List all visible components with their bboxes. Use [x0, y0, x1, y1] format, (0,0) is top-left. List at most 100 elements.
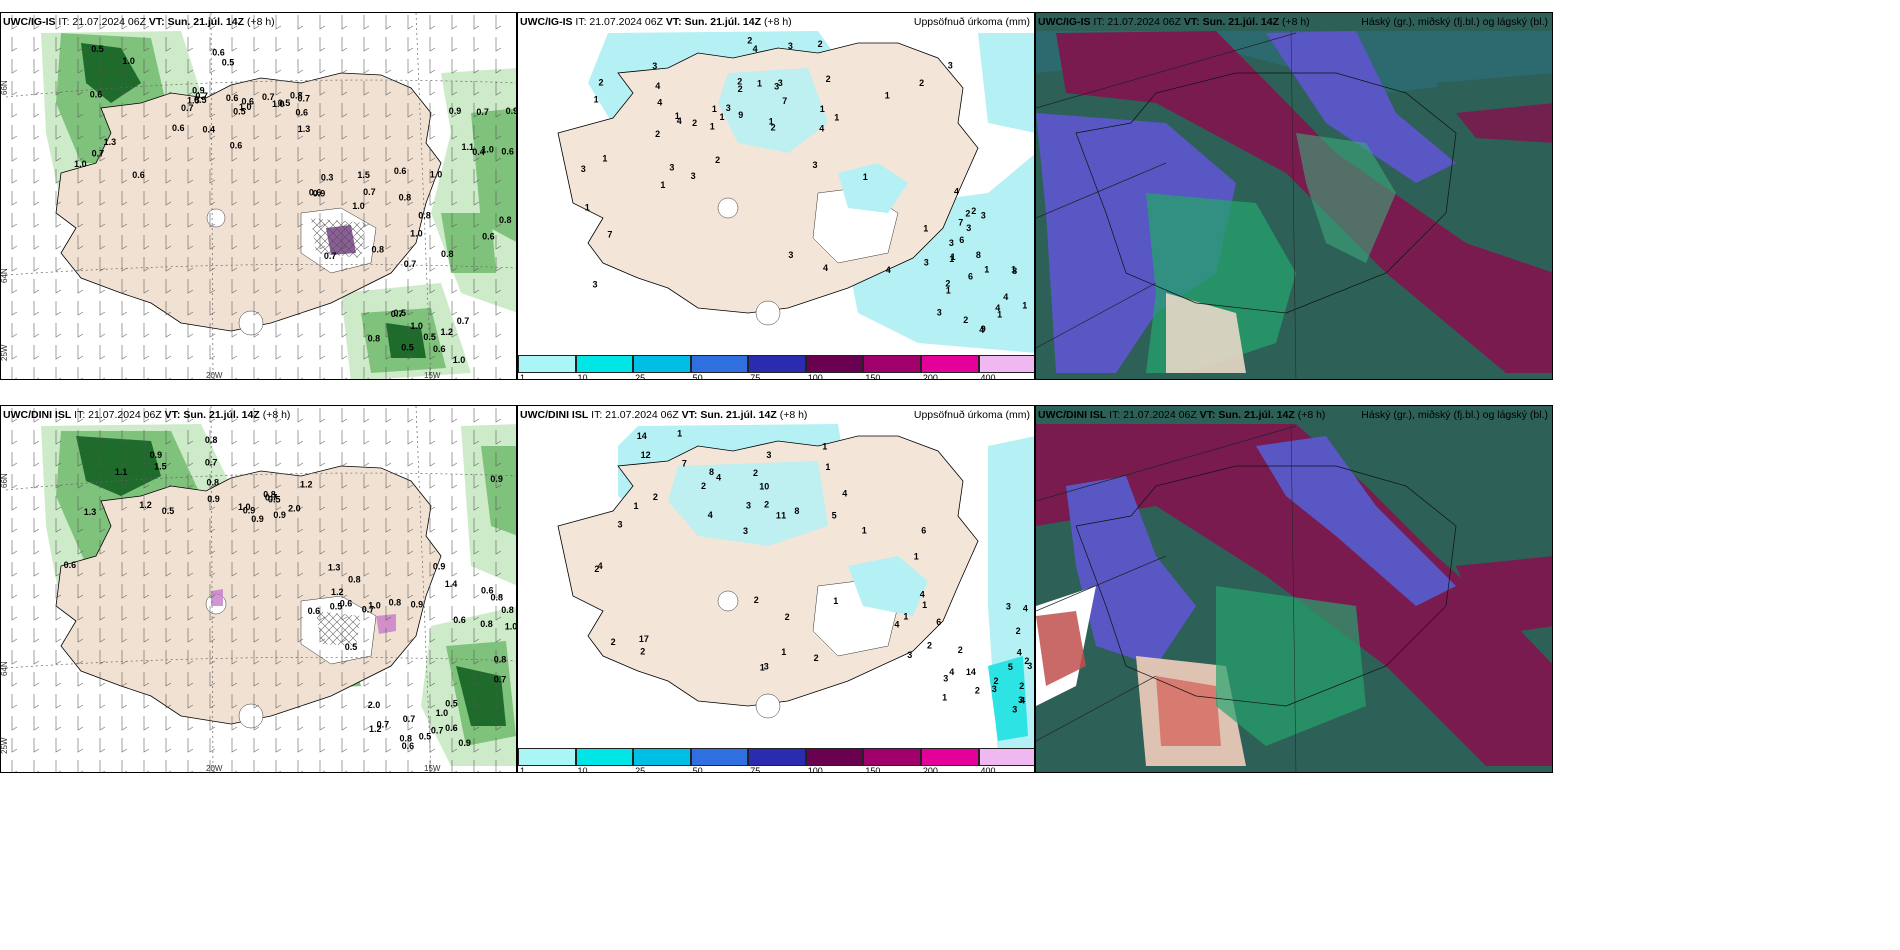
value-label: 0.6	[308, 606, 321, 616]
value-label: 0.6	[394, 166, 407, 176]
value-label: 1	[757, 79, 762, 89]
value-label: 8	[1012, 266, 1017, 276]
value-label: 1.1	[115, 467, 128, 477]
value-label: 1	[602, 154, 607, 164]
value-label: 0.7	[298, 93, 311, 103]
value-label: 1	[942, 692, 947, 702]
value-label: 1	[984, 265, 989, 275]
svg-text:20W: 20W	[206, 371, 223, 380]
value-label: 3	[691, 171, 696, 181]
value-label: 1	[949, 254, 954, 264]
value-label: 0.7	[195, 91, 208, 101]
cloud-title: Háský (gr.), miðský (fj.bl.) og lágský (…	[1361, 409, 1548, 421]
value-label: 4	[894, 619, 899, 629]
value-label: 0.8	[290, 91, 303, 101]
value-label: 3	[652, 61, 657, 71]
value-label: 0.5	[401, 342, 414, 352]
value-label: 1	[769, 117, 774, 127]
value-label: 2	[965, 208, 970, 218]
value-label: 6	[968, 272, 973, 282]
colorbar-swatch	[748, 748, 806, 766]
value-label: 3	[1027, 661, 1032, 671]
colorbar-swatch	[575, 355, 634, 373]
value-label: 3	[593, 280, 598, 290]
value-label: 17	[639, 634, 649, 644]
value-label: 4	[886, 265, 891, 275]
value-label: 4	[657, 97, 662, 107]
value-label: 0.4	[203, 125, 216, 135]
value-label: 2	[818, 39, 823, 49]
precip-panel-ig-is: UWC/IG-IS IT: 21.07.2024 06Z VT: Sun. 21…	[517, 12, 1035, 380]
svg-text:25W: 25W	[1, 344, 9, 361]
value-label: 8	[794, 506, 799, 516]
svg-text:15W: 15W	[424, 371, 441, 380]
svg-text:66N: 66N	[1, 80, 9, 95]
value-label: 4	[949, 667, 954, 677]
value-label: 1	[1011, 264, 1016, 274]
value-label: 1.3	[328, 563, 341, 573]
value-label: 1.0	[368, 600, 381, 610]
value-label: 2	[971, 206, 976, 216]
colorbar-swatch	[748, 355, 806, 373]
value-label: 3	[992, 684, 997, 694]
value-label: 2	[611, 637, 616, 647]
precip-title: Uppsöfnuð úrkoma (mm)	[913, 16, 1030, 28]
value-label: 2	[945, 278, 950, 288]
value-label: 2	[692, 118, 697, 128]
value-label: 3	[907, 650, 912, 660]
value-label: 4	[920, 590, 925, 600]
value-label: 3	[788, 250, 793, 260]
value-label: 0.8	[400, 733, 413, 743]
value-label: 14	[637, 431, 647, 441]
value-label: 0.6	[433, 344, 446, 354]
colorbar-tick: 50	[692, 373, 703, 380]
value-label: 0.9	[506, 106, 517, 116]
value-label: 4	[708, 510, 713, 520]
value-label: 2.0	[288, 504, 301, 514]
value-label: 0.5	[162, 506, 175, 516]
value-label: 1.0	[430, 169, 443, 179]
wind-panel-ig-is: UWC/IG-IS IT: 21.07.2024 06Z VT: Sun. 21…	[0, 12, 517, 380]
value-label: 1.0	[238, 502, 251, 512]
value-label: 1.3	[84, 507, 97, 517]
value-label: 1	[903, 612, 908, 622]
colorbar-tick: 50	[692, 766, 703, 773]
value-label: 3	[924, 258, 929, 268]
cloud-title: Háský (gr.), miðský (fj.bl.) og lágský (…	[1361, 16, 1548, 28]
value-label: 0.6	[501, 146, 514, 156]
value-label: 5	[1008, 662, 1013, 672]
value-label: 0.5	[194, 95, 207, 105]
colorbar-swatch	[633, 748, 691, 766]
value-label: 2	[754, 595, 759, 605]
value-label: 0.7	[457, 316, 470, 326]
value-label: 1	[863, 172, 868, 182]
value-label: 1	[594, 94, 599, 104]
value-label: 1	[781, 647, 786, 657]
value-label: 2	[771, 123, 776, 133]
value-label: 0.5	[268, 495, 281, 505]
value-label: 2	[963, 315, 968, 325]
value-label: 1.0	[74, 159, 87, 169]
colorbar-swatch	[690, 355, 749, 373]
value-label: 0.7	[403, 714, 416, 724]
value-label: 1	[834, 112, 839, 122]
value-label: 0.7	[363, 187, 376, 197]
value-label: 0.7	[494, 674, 507, 684]
value-label: 1	[660, 180, 665, 190]
value-label: 0.8	[499, 215, 512, 225]
value-label: 0.8	[348, 575, 361, 585]
value-label: 4	[1003, 292, 1008, 302]
svg-text:15W: 15W	[424, 764, 441, 773]
value-label: 3	[1012, 705, 1017, 715]
colorbar-tick: 10	[577, 373, 588, 380]
value-label: 3	[1018, 695, 1023, 705]
colorbar-swatch	[920, 355, 979, 373]
svg-text:64N: 64N	[1, 661, 9, 676]
value-label: 0.5	[222, 58, 235, 68]
svg-text:20W: 20W	[206, 764, 223, 773]
value-label: 0.6	[481, 586, 494, 596]
value-label: 1.5	[187, 96, 200, 106]
value-label: 0.6	[242, 97, 255, 107]
